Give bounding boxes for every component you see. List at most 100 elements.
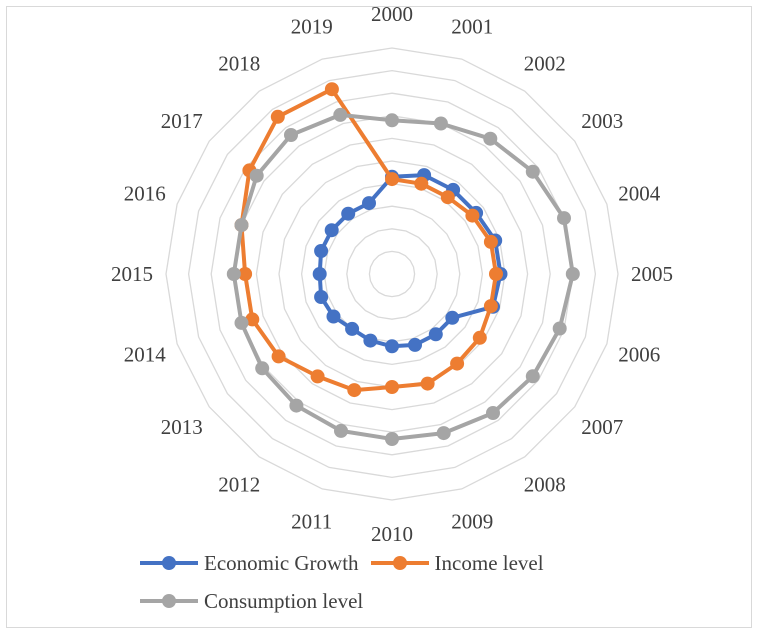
legend: Economic Growth Income level Consumption… [140, 548, 660, 624]
data-point [334, 423, 348, 438]
data-point [385, 172, 399, 187]
category-labels: 2000 2001 2002 2003 2004 2005 2006 2007 2008 2009… [111, 2, 673, 546]
series-consumption-level [226, 107, 580, 446]
legend-row-1: Economic Growth Income level [140, 548, 660, 578]
data-point [270, 109, 285, 124]
data-point [440, 190, 455, 205]
series-economic-growth [312, 168, 508, 354]
data-point [420, 376, 435, 391]
data-point [289, 398, 304, 413]
legend-row-2: Consumption level [140, 586, 660, 616]
data-point [525, 164, 540, 179]
category-label: 2011 [291, 509, 332, 533]
data-point [245, 312, 260, 327]
legend-marker [392, 556, 407, 570]
data-point [385, 339, 399, 354]
data-point [565, 267, 580, 281]
category-label: 2004 [618, 182, 661, 206]
data-point [324, 82, 339, 97]
category-label: 2018 [218, 52, 260, 76]
data-point [557, 211, 571, 226]
data-point [436, 426, 451, 441]
grid-ring [165, 47, 619, 501]
category-label: 2012 [218, 472, 260, 496]
category-label: 2014 [124, 342, 167, 366]
data-point [363, 333, 378, 348]
data-point [552, 321, 567, 336]
category-label: 2017 [161, 109, 203, 133]
data-point [345, 321, 360, 336]
category-label: 2010 [371, 522, 413, 546]
data-point [465, 208, 480, 223]
category-label: 2006 [618, 342, 660, 366]
data-point [489, 267, 503, 281]
data-point [271, 349, 286, 364]
data-point [249, 168, 264, 183]
data-point [445, 310, 460, 325]
category-label: 2009 [451, 509, 493, 533]
legend-item-income-level: Income level [370, 550, 544, 576]
category-label: 2013 [161, 415, 203, 439]
data-point [234, 315, 249, 330]
category-label: 2003 [581, 109, 623, 133]
data-point [314, 290, 329, 304]
data-point [483, 299, 498, 314]
grid-ring [255, 137, 529, 411]
data-point [483, 234, 498, 249]
data-point [408, 337, 422, 352]
category-label: 2019 [291, 15, 333, 39]
legend-item-economic-growth: Economic Growth [140, 551, 359, 576]
grid-ring [300, 182, 484, 366]
category-label: 2016 [124, 182, 166, 206]
data-point [312, 267, 327, 281]
legend-label-consumption-level: Consumption level [204, 588, 364, 613]
data-point [314, 244, 329, 258]
data-point [525, 369, 540, 384]
category-label: 2005 [631, 262, 673, 286]
data-point [428, 327, 443, 342]
legend-item-consumption-level: Consumption level [140, 589, 363, 614]
legend-marker [162, 594, 176, 608]
data-point [341, 206, 356, 221]
data-point [450, 356, 465, 371]
legend-marker [162, 556, 176, 570]
category-label: 2002 [524, 52, 566, 76]
data-point [234, 218, 249, 233]
legend-swatch-consumption-level [140, 594, 198, 608]
data-point [324, 223, 339, 238]
data-point [347, 383, 362, 398]
legend-swatch-economic-growth [140, 556, 198, 570]
data-point [385, 432, 399, 446]
radar-grid [165, 47, 619, 501]
data-point [333, 107, 348, 122]
data-point [226, 267, 241, 281]
grid-ring [346, 228, 438, 320]
grid-ring [368, 250, 416, 298]
grid-ring [210, 92, 574, 456]
data-point [238, 267, 253, 281]
legend-label-income-level: Income level [434, 550, 544, 575]
series-layer [226, 82, 580, 446]
data-point [385, 380, 399, 394]
data-point [414, 176, 429, 191]
data-point [385, 113, 399, 128]
legend-swatch-income-level [370, 556, 429, 570]
data-point [472, 330, 487, 345]
category-label: 2007 [581, 415, 623, 439]
category-label: 2015 [111, 262, 153, 286]
data-point [255, 361, 270, 376]
data-point [362, 196, 376, 211]
data-point [483, 131, 498, 146]
data-point [326, 309, 341, 324]
category-label: 2001 [451, 15, 493, 39]
grid-ring [187, 69, 597, 479]
category-label: 2008 [524, 472, 566, 496]
data-point [310, 369, 325, 384]
legend-label-economic-growth: Economic Growth [204, 550, 359, 575]
data-point [486, 406, 500, 420]
data-point [284, 128, 298, 142]
series-line [231, 112, 575, 441]
category-label: 2000 [371, 2, 413, 26]
data-point [433, 116, 448, 131]
